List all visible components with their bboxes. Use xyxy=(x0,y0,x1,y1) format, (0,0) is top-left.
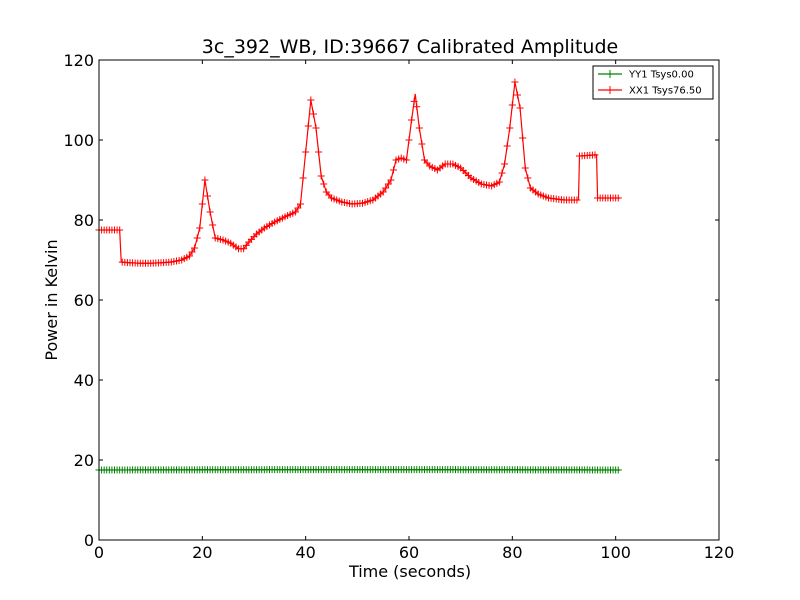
data-point-marker xyxy=(193,234,201,242)
data-point-marker xyxy=(204,192,211,200)
series-line xyxy=(99,81,621,264)
x-axis-title: Time (seconds) xyxy=(348,562,471,581)
y-tick-label: 80 xyxy=(74,211,94,230)
data-point-marker xyxy=(317,172,325,180)
data-point-marker xyxy=(508,101,516,109)
y-tick-label: 0 xyxy=(84,531,94,550)
data-point-marker xyxy=(415,124,423,132)
data-point-marker xyxy=(503,142,511,150)
data-point-marker xyxy=(410,97,418,105)
data-point-marker xyxy=(382,184,390,192)
y-tick-label: 40 xyxy=(74,371,94,390)
legend-marker xyxy=(606,70,614,78)
data-point-marker xyxy=(521,164,529,172)
legend: YY1 Tsys0.00 XX1 Tsys76.50 xyxy=(592,65,714,100)
data-point-marker xyxy=(498,169,506,177)
data-point-marker xyxy=(291,208,299,216)
data-point-marker xyxy=(506,124,514,132)
data-point-marker xyxy=(379,188,387,196)
data-point-marker xyxy=(196,224,204,232)
data-point-marker xyxy=(405,136,413,144)
data-point-marker xyxy=(299,174,307,182)
data-point-marker xyxy=(519,134,527,142)
data-point-marker xyxy=(116,226,124,234)
data-point-marker xyxy=(387,176,395,184)
data-point-marker xyxy=(516,104,524,112)
y-tick-label: 60 xyxy=(74,291,94,310)
x-tick-label: 100 xyxy=(600,543,631,562)
data-point-marker xyxy=(614,466,622,474)
x-tick-label: 0 xyxy=(94,543,104,562)
series-0 xyxy=(95,466,622,474)
data-point-marker xyxy=(304,122,312,130)
x-tick-label: 20 xyxy=(192,543,212,562)
x-tick-label: 120 xyxy=(704,543,735,562)
data-point-marker xyxy=(315,148,323,156)
chart-title: 3c_392_WB, ID:39667 Calibrated Amplitude xyxy=(202,36,618,58)
data-point-marker xyxy=(384,180,392,188)
data-point-marker xyxy=(309,110,317,118)
data-point-marker xyxy=(573,196,581,204)
y-axis-title: Power in Kelvin xyxy=(42,239,61,360)
y-tick-label: 100 xyxy=(63,131,94,150)
legend-label: XX1 Tsys76.50 xyxy=(629,86,702,97)
data-point-marker xyxy=(209,221,217,229)
y-tick-label: 20 xyxy=(74,451,94,470)
data-point-marker xyxy=(418,140,426,148)
data-point-marker xyxy=(185,252,193,260)
data-point-marker xyxy=(191,244,199,252)
x-tick-label: 80 xyxy=(502,543,522,562)
axis-ticks: 0 20 40 60 80 100 120 0 20 40 60 80 100 120 xyxy=(63,51,734,562)
legend-label: YY1 Tsys0.00 xyxy=(628,70,694,81)
data-point-marker xyxy=(198,200,206,208)
data-point-marker xyxy=(320,180,328,188)
data-point-marker xyxy=(524,174,532,182)
data-point-marker xyxy=(312,124,320,132)
legend-box xyxy=(592,65,714,100)
data-point-marker xyxy=(294,204,302,212)
data-point-marker xyxy=(201,176,209,184)
series-layer xyxy=(95,78,622,474)
legend-marker xyxy=(606,86,614,94)
data-point-marker xyxy=(501,160,509,168)
data-point-marker xyxy=(413,103,421,111)
data-point-marker xyxy=(307,96,315,104)
x-tick-label: 60 xyxy=(399,543,419,562)
data-point-marker xyxy=(302,148,310,156)
data-point-marker xyxy=(614,194,622,202)
data-point-marker xyxy=(390,166,397,174)
y-tick-label: 120 xyxy=(63,51,94,70)
x-tick-label: 40 xyxy=(295,543,315,562)
data-point-marker xyxy=(206,208,214,216)
series-1 xyxy=(95,78,622,267)
data-point-marker xyxy=(511,78,519,86)
data-point-marker xyxy=(402,156,410,164)
data-point-marker xyxy=(514,91,521,99)
data-point-marker xyxy=(591,151,599,159)
data-point-marker xyxy=(297,200,304,208)
data-point-marker xyxy=(408,116,416,124)
data-point-marker xyxy=(495,178,503,186)
data-point-marker xyxy=(188,248,196,256)
